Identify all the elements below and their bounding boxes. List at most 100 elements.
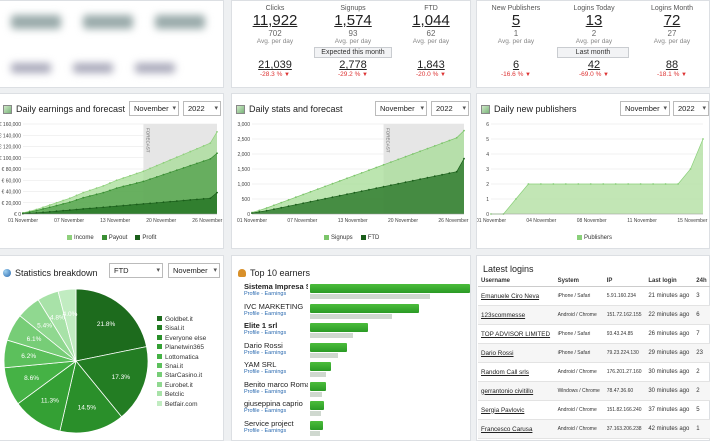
logins-header[interactable]: System — [554, 276, 604, 287]
stats-month-select[interactable]: November — [375, 101, 427, 116]
login-user[interactable]: Francesco Carusa — [478, 419, 555, 439]
y-tick-label: 4 — [486, 152, 489, 158]
earner-name[interactable]: Service project — [244, 418, 294, 428]
earner-bar-secondary — [310, 333, 354, 338]
profile-link[interactable]: Profile — [244, 310, 260, 317]
last-small-2: 88 -18.1 % — [637, 59, 707, 78]
login-user[interactable]: gerrantonio civitillo — [478, 381, 555, 401]
earnings-link[interactable]: Earnings — [264, 408, 287, 414]
newpub-month-select[interactable]: November — [620, 101, 670, 116]
stats-year-select[interactable]: 2022 — [431, 101, 469, 116]
last-small-value[interactable]: 6 — [512, 59, 520, 71]
pie-legend-item[interactable]: Lottomatica — [157, 353, 206, 362]
earnings-link[interactable]: Earnings — [264, 291, 287, 297]
expected-small-value[interactable]: 21,039 — [258, 59, 292, 71]
earnings-link[interactable]: Earnings — [264, 310, 287, 317]
x-tick-label: 07 November — [54, 218, 84, 224]
earner-name[interactable]: Benito marco Roma... — [244, 379, 308, 389]
y-tick-label: € 40,000 — [2, 190, 22, 196]
earner-name[interactable]: Elite 1 srl — [244, 321, 278, 330]
earnings-year-select[interactable]: 2022 — [183, 101, 221, 116]
earnings-link[interactable]: Earnings — [264, 388, 287, 395]
pie-slice[interactable] — [59, 360, 123, 434]
pie-legend-item[interactable]: Eurobet.it — [157, 381, 206, 390]
expected-small-value[interactable]: 1,843 — [417, 59, 445, 71]
login-user[interactable]: Sergia Pavlovic — [478, 400, 555, 420]
logins-header[interactable]: Last login — [645, 276, 694, 287]
pie-legend-item[interactable]: StarCasino.it — [157, 371, 206, 380]
earnings-link[interactable]: Earnings — [264, 349, 287, 356]
earner-bar — [310, 420, 323, 430]
traffic-stat-value[interactable]: 1,574 — [334, 12, 372, 29]
login-user[interactable]: 123scommesse — [478, 305, 555, 325]
breakdown-metric-select[interactable]: FTD — [109, 263, 163, 278]
pie-slice[interactable] — [75, 346, 149, 418]
traffic-stat-value[interactable]: 1,044 — [412, 12, 450, 29]
earnings-link[interactable]: Earnings — [264, 427, 287, 434]
pie-legend-item[interactable]: Sisal.it — [157, 324, 206, 333]
earner-row: Dario Rossi Profile - Earnings — [244, 341, 474, 363]
earnings-month-select[interactable]: November — [129, 101, 179, 116]
earnings-link[interactable]: Earnings — [264, 330, 287, 336]
data-point — [42, 206, 44, 209]
data-point — [216, 130, 218, 133]
data-point — [397, 158, 400, 161]
login-user[interactable]: TOP ADVISOR LIMITED — [478, 324, 555, 344]
pub-stat-value[interactable]: 5 — [511, 12, 521, 29]
newpub-chart-panel: Daily new publishers November 2022 0 1 2 3 4… — [476, 93, 710, 249]
newpub-year-select[interactable]: 2022 — [673, 101, 709, 116]
expected-small-value[interactable]: 2,778 — [339, 59, 367, 71]
breakdown-pie-chart: 21.8% 17.3% 14.5% 11.3% 8.6% 6.2% 6.1% 5.4%4.8%… — [3, 288, 149, 434]
traffic-stat-value[interactable]: 11,922 — [252, 12, 298, 29]
earner-name[interactable]: YAM SRL — [244, 360, 277, 369]
breakdown-month-select[interactable]: November — [168, 263, 220, 278]
pie-legend-item[interactable]: Everyone else — [157, 334, 206, 343]
pie-slice[interactable] — [75, 288, 148, 362]
legend-item[interactable]: FTD — [360, 235, 379, 241]
pie-legend-item[interactable]: Snai.it — [157, 362, 206, 371]
legend-item[interactable]: Publishers — [577, 235, 612, 241]
logins-header[interactable]: IP — [603, 276, 646, 287]
pub-stat-sub-value: 2 — [591, 29, 597, 38]
pub-stat-value[interactable]: 13 — [585, 12, 603, 29]
stats-title: Daily stats and forecast — [236, 104, 343, 114]
login-user[interactable]: Random Call srls — [478, 362, 555, 382]
earner-row: YAM SRL Profile - Earnings — [244, 360, 474, 382]
pie-legend-item[interactable]: Planetwin365 — [157, 343, 206, 352]
last-small-value[interactable]: 42 — [587, 59, 601, 71]
profile-link[interactable]: Profile — [244, 349, 260, 356]
data-point — [324, 185, 327, 188]
earnings-link[interactable]: Earnings — [264, 369, 287, 375]
series-area — [23, 192, 217, 214]
pie-slice-label: 14.5% — [78, 404, 97, 411]
legend-item[interactable]: Income — [67, 235, 94, 241]
earner-bar — [310, 342, 347, 352]
last-small-value[interactable]: 88 — [665, 59, 679, 71]
profile-link[interactable]: Profile — [244, 408, 260, 414]
earner-name[interactable]: IVC MARKETING — [244, 301, 304, 311]
login-user[interactable]: Emanuele Ciro Neva — [478, 286, 555, 306]
earner-links: Profile - Earnings — [244, 291, 474, 297]
pie-legend-item[interactable]: Goldbet.it — [157, 315, 206, 324]
legend-item[interactable]: Payout — [101, 235, 127, 241]
login-user[interactable]: Dario Rossi — [478, 343, 555, 363]
pie-legend-item[interactable]: Betclic — [157, 390, 206, 399]
legend-item[interactable]: Profit — [135, 235, 156, 241]
x-tick-label: 20 November — [146, 218, 176, 224]
pie-slice[interactable] — [57, 288, 77, 362]
earner-name[interactable]: Sistema Impresa Srl — [244, 282, 308, 291]
profile-link[interactable]: Profile — [244, 388, 260, 395]
legend-swatch — [101, 235, 107, 240]
logins-header[interactable]: 24h — [693, 276, 710, 287]
profile-link[interactable]: Profile — [244, 330, 260, 336]
logins-header[interactable]: Username — [478, 276, 555, 287]
legend-item[interactable]: Signups — [324, 235, 353, 241]
pie-legend-item[interactable]: Betfair.com — [157, 400, 206, 409]
data-point — [602, 183, 605, 185]
earner-name[interactable]: Dario Rossi — [244, 340, 283, 350]
pub-stat-value[interactable]: 72 — [663, 12, 681, 29]
profile-link[interactable]: Profile — [244, 291, 260, 297]
earner-name[interactable]: giuseppina caprio — [244, 399, 303, 408]
profile-link[interactable]: Profile — [244, 369, 260, 375]
profile-link[interactable]: Profile — [244, 427, 260, 434]
